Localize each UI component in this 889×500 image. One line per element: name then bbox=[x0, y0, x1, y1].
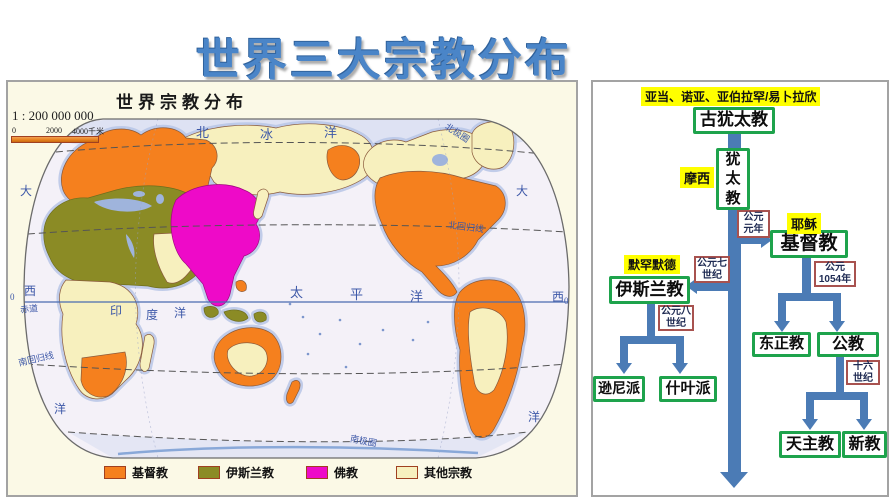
arrow-to-shia bbox=[672, 363, 688, 374]
connector-to-christianity bbox=[739, 235, 763, 244]
scale-tick-0: 0 bbox=[12, 126, 16, 135]
equator-zero-left: 0 bbox=[10, 292, 15, 302]
atlantic-east-label: 西 bbox=[552, 290, 565, 304]
arrow-to-islam bbox=[686, 278, 697, 294]
arrow-to-orthodox bbox=[774, 321, 790, 332]
indian-ocean-label: 度 bbox=[146, 308, 159, 322]
connector-to-islam bbox=[697, 282, 728, 291]
atlantic-west-label: 大 bbox=[20, 184, 33, 198]
map-content bbox=[24, 119, 569, 458]
connector-islam-split bbox=[620, 336, 684, 344]
node-protestant: 新教 bbox=[842, 431, 887, 458]
religion-evolution-flowchart: 亚当、诺亚、亚伯拉罕/易卜拉欣 摩西 耶稣 默罕默德 公元 元年 公元 1054… bbox=[591, 80, 889, 497]
map-scale-text: 1 : 200 000 000 bbox=[12, 108, 94, 123]
node-catholic: 公教 bbox=[817, 332, 879, 357]
connector-to-shia bbox=[676, 336, 684, 365]
arrow-to-christianity bbox=[761, 232, 772, 248]
legend-label: 佛教 bbox=[334, 466, 359, 480]
connector-to-orthodox bbox=[778, 293, 786, 323]
arrow-to-catholic bbox=[829, 321, 845, 332]
arctic-ocean-label: 洋 bbox=[324, 125, 338, 140]
legend-item-islam: 伊斯兰教 bbox=[198, 464, 274, 481]
arrow-to-protestant bbox=[856, 419, 872, 430]
connector-to-catholic bbox=[833, 293, 841, 323]
date-1054-box: 公元 1054年 bbox=[814, 261, 856, 287]
equator-label: 赤道 bbox=[19, 303, 39, 315]
map-title: 世界宗教分布 bbox=[116, 93, 248, 112]
node-sunni: 逊尼派 bbox=[593, 376, 645, 402]
world-religion-map-panel: 世界宗教分布 1 : 200 000 000 0 2000 4000千米 北 冰… bbox=[6, 80, 578, 497]
date-7th-century-box: 公元七 世纪 bbox=[694, 256, 730, 283]
islam-swatch-icon bbox=[198, 466, 220, 479]
equator-zero-right: 0 bbox=[564, 296, 569, 306]
island-dots bbox=[288, 302, 430, 369]
node-roman-catholic: 天主教 bbox=[779, 431, 841, 458]
moses-label: 摩西 bbox=[680, 167, 715, 188]
connector-christianity-split bbox=[778, 293, 841, 301]
node-shia: 什叶派 bbox=[659, 376, 717, 402]
arrow-to-sunni bbox=[616, 363, 632, 374]
atlantic-west-label: 洋 bbox=[54, 402, 67, 416]
christianity-swatch-icon bbox=[104, 466, 126, 479]
date-8th-century-box: 公元八 世纪 bbox=[658, 305, 694, 331]
legend-label: 其他宗教 bbox=[424, 466, 473, 480]
buddhism-swatch-icon bbox=[306, 466, 328, 479]
node-ancient-judaism: 古犹太教 bbox=[693, 107, 775, 134]
atlantic-west-label: 西 bbox=[24, 284, 37, 298]
arctic-ocean-label: 北 bbox=[196, 125, 210, 140]
atlantic-east-label: 大 bbox=[516, 184, 529, 198]
atlantic-east-label: 洋 bbox=[528, 410, 541, 424]
map-gridlines bbox=[24, 119, 569, 458]
main-timeline-arrow bbox=[720, 472, 748, 488]
scale-tick-2000: 2000 bbox=[46, 126, 62, 135]
indian-ocean-label: 洋 bbox=[174, 306, 187, 320]
connector-christianity-down bbox=[802, 258, 811, 297]
jesus-label: 耶稣 bbox=[787, 213, 822, 234]
page-title: 世界三大宗教分布 bbox=[196, 36, 572, 85]
connector-catholic-split bbox=[806, 392, 868, 400]
node-judaism: 犹太教 bbox=[716, 148, 750, 210]
muhammad-label: 默罕默德 bbox=[624, 255, 681, 274]
scale-bar bbox=[11, 136, 99, 143]
connector-to-sunni bbox=[620, 336, 628, 365]
legend-label: 基督教 bbox=[132, 466, 169, 480]
indian-ocean-label: 印 bbox=[110, 304, 123, 318]
node-christianity: 基督教 bbox=[770, 230, 848, 258]
pacific-ocean-label: 平 bbox=[350, 287, 364, 302]
node-islam: 伊斯兰教 bbox=[609, 276, 690, 304]
legend-label: 伊斯兰教 bbox=[226, 466, 275, 480]
connector-to-protestant bbox=[860, 392, 868, 421]
ancestors-label: 亚当、诺亚、亚伯拉罕/易卜拉欣 bbox=[641, 87, 821, 106]
legend-item-buddhism: 佛教 bbox=[306, 464, 358, 481]
scale-tick-4000: 4000千米 bbox=[72, 127, 104, 136]
date-ad1-box: 公元 元年 bbox=[737, 210, 770, 238]
date-16th-century-box: 十六 世纪 bbox=[846, 360, 880, 385]
world-map-graphic bbox=[23, 118, 570, 459]
legend-item-other: 其他宗教 bbox=[396, 464, 472, 481]
pacific-ocean-label: 洋 bbox=[410, 289, 424, 304]
connector-catholic-down bbox=[836, 357, 844, 396]
arrow-to-roman-catholic bbox=[802, 419, 818, 430]
pacific-ocean-label: 太 bbox=[290, 285, 304, 300]
legend-item-christianity: 基督教 bbox=[104, 464, 168, 481]
connector-to-roman-catholic bbox=[806, 392, 814, 421]
node-eastern-orthodox: 东正教 bbox=[752, 332, 811, 357]
arctic-ocean-label: 冰 bbox=[260, 127, 274, 142]
connector-islam-down bbox=[647, 303, 655, 341]
other-religion-swatch-icon bbox=[396, 466, 418, 479]
